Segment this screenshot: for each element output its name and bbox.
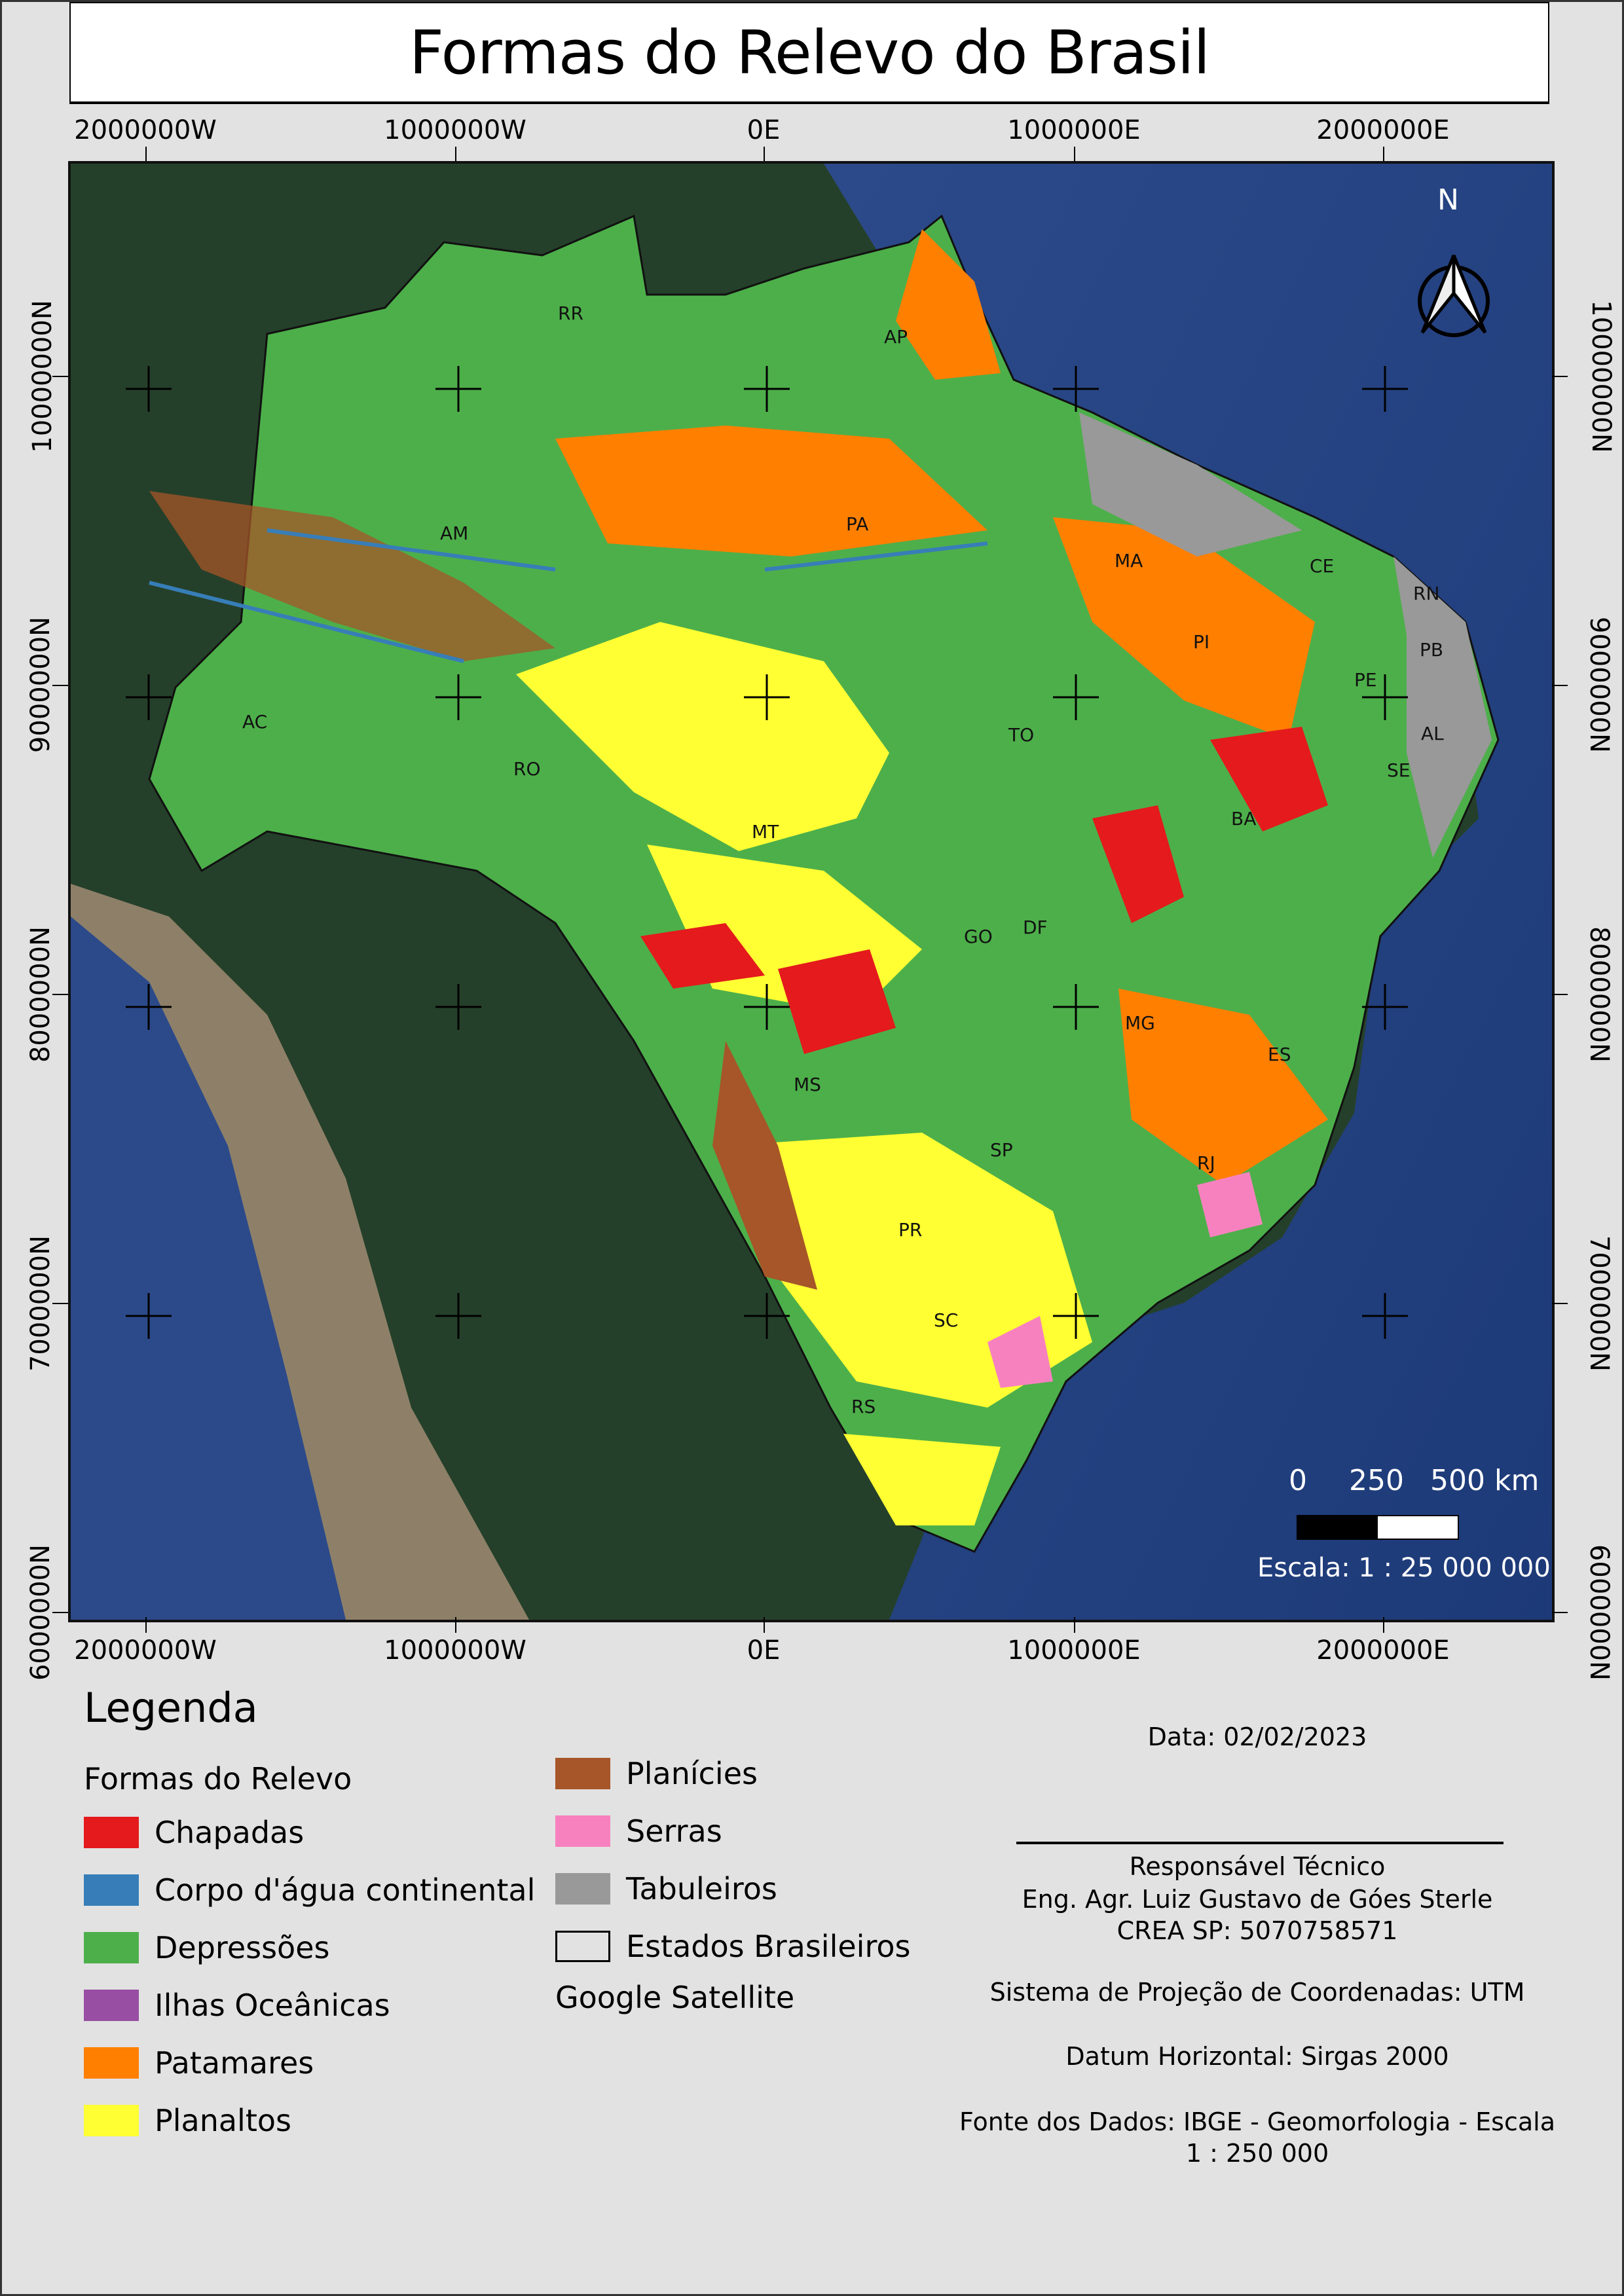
state-label-al: AL bbox=[1421, 723, 1444, 744]
legend-swatch bbox=[84, 2105, 139, 2136]
legend-swatch bbox=[84, 1990, 139, 2021]
state-label-mg: MG bbox=[1125, 1012, 1155, 1034]
state-label-rj: RJ bbox=[1197, 1152, 1215, 1174]
legend-item-ilhas-oceanicas: Ilhas Oceânicas bbox=[84, 1988, 390, 2023]
state-label-pe: PE bbox=[1354, 669, 1377, 691]
x-axis-label-top: 1000000E bbox=[1007, 115, 1141, 145]
legend-group-title: Formas do Relevo bbox=[84, 1761, 352, 1796]
title-box: Formas do Relevo do Brasil bbox=[69, 2, 1549, 104]
state-label-sc: SC bbox=[934, 1309, 959, 1331]
state-label-se: SE bbox=[1387, 759, 1411, 781]
state-label-ce: CE bbox=[1310, 555, 1335, 577]
scale-text: Escala: 1 : 25 000 000 bbox=[1257, 1553, 1551, 1583]
legend-item-corpo-dagua: Corpo d'água continental bbox=[84, 1872, 535, 1908]
legend-item-estados: Estados Brasileiros bbox=[555, 1929, 910, 1964]
legend-title: Legenda bbox=[84, 1684, 258, 1732]
y-axis-label-left: 6000000N bbox=[26, 1544, 56, 1681]
y-axis-label-left: 7000000N bbox=[26, 1235, 56, 1372]
legend-swatch bbox=[84, 1817, 139, 1848]
y-axis-label-right: 9000000N bbox=[1584, 616, 1615, 754]
map-title: Formas do Relevo do Brasil bbox=[409, 17, 1210, 88]
legend-item-serras: Serras bbox=[555, 1813, 722, 1849]
state-label-rr: RR bbox=[558, 302, 583, 324]
map-canvas[interactable] bbox=[68, 161, 1555, 1622]
y-axis-label-right: 6000000N bbox=[1584, 1544, 1615, 1681]
x-axis-label-bottom: 0E bbox=[747, 1635, 781, 1666]
map-svg bbox=[71, 164, 1552, 1620]
state-label-sp: SP bbox=[990, 1139, 1013, 1161]
state-label-ms: MS bbox=[794, 1074, 821, 1095]
legend-item-chapadas: Chapadas bbox=[84, 1815, 304, 1850]
responsible-name: Eng. Agr. Luiz Gustavo de Góes Sterle bbox=[1022, 1885, 1493, 1914]
state-label-ma: MA bbox=[1115, 550, 1143, 572]
legend-swatch bbox=[555, 1815, 610, 1847]
state-label-rs: RS bbox=[851, 1396, 876, 1417]
datum-text: Datum Horizontal: Sirgas 2000 bbox=[1065, 2042, 1449, 2071]
x-axis-label-bottom: 2000000E bbox=[1316, 1635, 1450, 1666]
state-label-ap: AP bbox=[884, 326, 908, 348]
x-axis-label-top: 0E bbox=[747, 115, 781, 145]
x-axis-label-bottom: 1000000E bbox=[1007, 1635, 1141, 1666]
scale-tick-0: 0 bbox=[1289, 1464, 1307, 1497]
state-label-am: AM bbox=[440, 522, 469, 544]
legend-swatch bbox=[555, 1931, 610, 1962]
y-axis-label-left: 8000000N bbox=[26, 926, 56, 1063]
legend-basemap: Google Satellite bbox=[555, 1980, 795, 2015]
x-axis-label-top: 2000000E bbox=[1316, 115, 1450, 145]
source-text-line2: 1 : 250 000 bbox=[1185, 2139, 1329, 2168]
legend-item-planaltos: Planaltos bbox=[84, 2103, 291, 2138]
state-label-pa: PA bbox=[846, 513, 869, 535]
north-label: N bbox=[1437, 183, 1459, 217]
crea-number: CREA SP: 5070758571 bbox=[1116, 1916, 1398, 1945]
state-label-pi: PI bbox=[1193, 631, 1210, 653]
state-label-to: TO bbox=[1008, 724, 1035, 746]
y-axis-label-right: 8000000N bbox=[1584, 926, 1615, 1063]
scale-tick-250: 250 bbox=[1349, 1464, 1404, 1497]
legend-swatch bbox=[555, 1873, 610, 1904]
state-label-pr: PR bbox=[898, 1219, 923, 1241]
legend-swatch bbox=[84, 2047, 139, 2079]
projection-text: Sistema de Projeção de Coordenadas: UTM bbox=[989, 1978, 1525, 2007]
x-axis-label-bottom: 2000000W bbox=[74, 1635, 217, 1666]
state-label-pb: PB bbox=[1420, 639, 1444, 661]
legend-item-patamares: Patamares bbox=[84, 2045, 314, 2081]
legend-swatch bbox=[84, 1874, 139, 1906]
x-axis-label-top: 2000000W bbox=[74, 115, 217, 145]
state-label-ro: RO bbox=[513, 758, 541, 780]
state-label-es: ES bbox=[1268, 1044, 1291, 1065]
legend-item-tabuleiros: Tabuleiros bbox=[555, 1871, 777, 1906]
signature-line bbox=[1016, 1842, 1504, 1844]
state-label-mt: MT bbox=[752, 821, 779, 843]
legend-item-planicies: Planícies bbox=[555, 1756, 758, 1791]
source-text-line1: Fonte dos Dados: IBGE - Geomorfologia - … bbox=[959, 2107, 1556, 2136]
date-text: Data: 02/02/2023 bbox=[1147, 1722, 1367, 1751]
y-axis-label-left: 9000000N bbox=[26, 616, 56, 754]
scale-bar bbox=[1297, 1515, 1459, 1540]
state-label-rn: RN bbox=[1413, 583, 1440, 604]
legend-item-depressoes: Depressões bbox=[84, 1930, 329, 1965]
x-axis-label-bottom: 1000000W bbox=[384, 1635, 526, 1666]
legend-swatch bbox=[84, 1932, 139, 1963]
state-label-df: DF bbox=[1023, 917, 1048, 938]
state-label-ba: BA bbox=[1231, 808, 1257, 829]
scale-tick-500: 500 km bbox=[1430, 1464, 1540, 1497]
legend-swatch bbox=[555, 1758, 610, 1789]
responsible-title: Responsável Técnico bbox=[1129, 1852, 1386, 1881]
state-label-go: GO bbox=[964, 926, 993, 947]
state-label-ac: AC bbox=[242, 711, 268, 733]
y-axis-label-right: 10000000N bbox=[1585, 300, 1616, 453]
y-axis-label-right: 7000000N bbox=[1584, 1235, 1615, 1372]
x-axis-label-top: 1000000W bbox=[384, 115, 526, 145]
north-arrow-icon bbox=[1418, 255, 1490, 337]
